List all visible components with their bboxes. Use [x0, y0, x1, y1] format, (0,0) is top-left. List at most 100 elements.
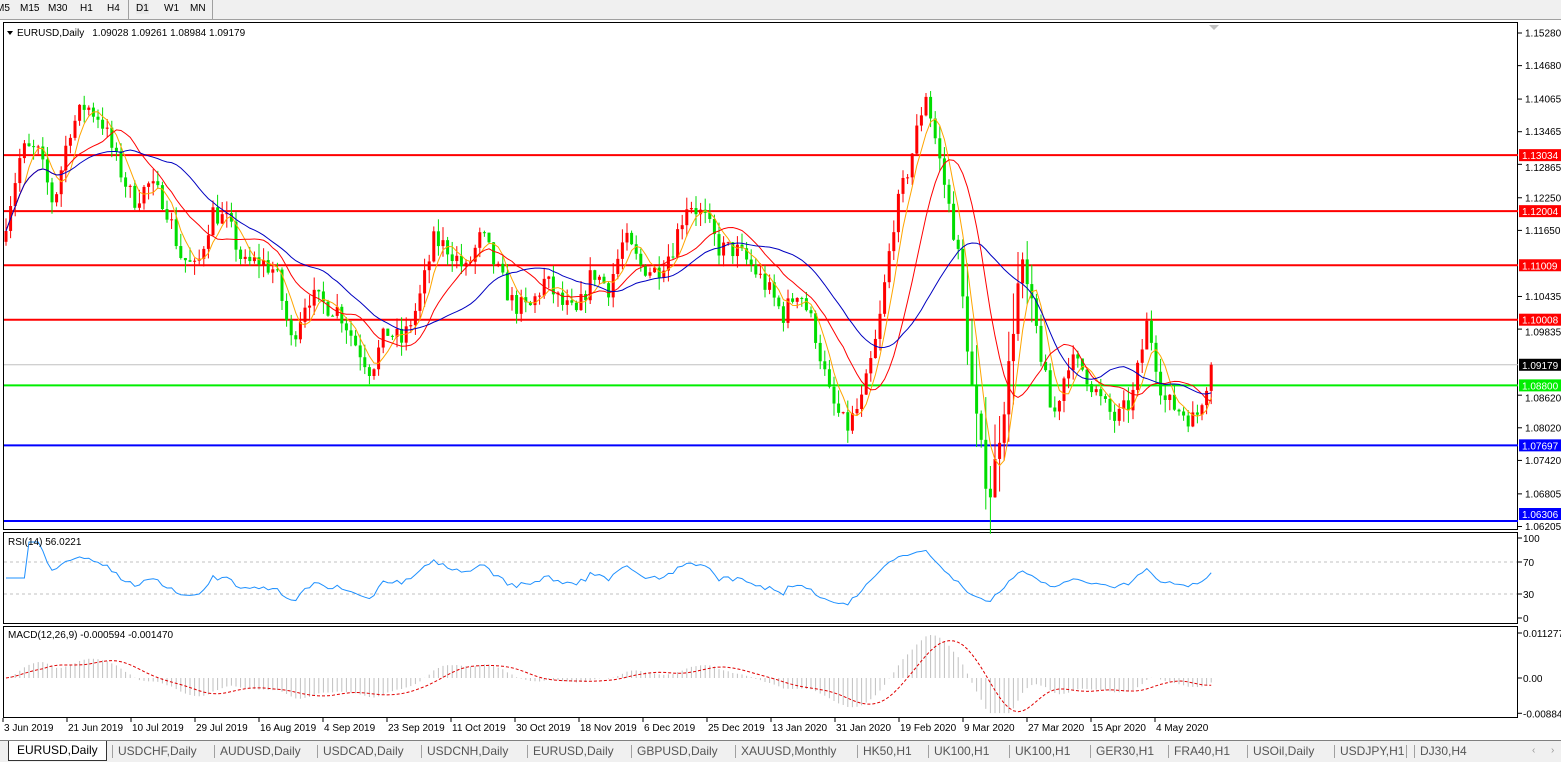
tab-separator — [1090, 745, 1091, 758]
candle-body — [114, 147, 118, 152]
candle — [308, 295, 312, 319]
timeframe-d1[interactable]: D1 — [136, 3, 149, 14]
macd-signal-line — [5, 640, 1212, 713]
timeframe-m30[interactable]: M30 — [48, 3, 68, 14]
scroll-right-icon[interactable]: › — [1551, 745, 1555, 756]
candle-body — [492, 242, 496, 265]
candle — [1145, 312, 1149, 350]
candle — [1200, 403, 1204, 421]
candle — [441, 227, 445, 257]
tab-separator — [1168, 745, 1169, 758]
candle-body — [1039, 325, 1043, 362]
main-panel-frame — [3, 22, 1518, 530]
collapse-triangle-icon[interactable] — [7, 31, 13, 35]
level-price-tag — [1519, 149, 1561, 162]
rsi-label: RSI(14) 56.0221 — [8, 537, 82, 548]
chart-tab[interactable]: USOil,Daily — [1253, 744, 1315, 758]
candle-body — [1053, 407, 1057, 412]
date-axis-label: 4 May 2020 — [1156, 723, 1209, 734]
candle — [979, 410, 983, 448]
chart-tab[interactable]: UK100,H1 — [1015, 744, 1071, 758]
timeframe-h4[interactable]: H4 — [107, 3, 120, 14]
scroll-left-icon[interactable]: ‹ — [1532, 745, 1536, 756]
current-price-tag — [1519, 358, 1561, 371]
chart-header: EURUSD,Daily 1.09028 1.09261 1.08984 1.09… — [17, 28, 246, 39]
timeframe-m15[interactable]: M15 — [20, 3, 40, 14]
candle — [699, 202, 703, 226]
candle — [349, 321, 353, 347]
chart-tab[interactable]: USDCHF,Daily — [118, 744, 197, 758]
candle-body — [855, 408, 859, 414]
candle — [289, 314, 293, 346]
candle — [386, 328, 390, 336]
chart-shift-marker-icon[interactable] — [1209, 25, 1219, 30]
candle-body — [860, 394, 864, 409]
candle-body — [1186, 415, 1190, 427]
candle — [505, 264, 509, 301]
timeframe-mn[interactable]: MN — [190, 3, 206, 14]
candle-body — [321, 291, 325, 302]
price-axis-label: 1.07420 — [1525, 456, 1561, 467]
candle-body — [795, 297, 799, 302]
candle — [832, 376, 836, 416]
candle-body — [13, 183, 17, 207]
price-chart[interactable]: 1.15280 1.14680 1.14065 1.13465 1.12865 1.122… — [0, 0, 1561, 740]
candle-body — [367, 367, 371, 377]
candle — [712, 214, 716, 246]
chart-tab[interactable]: AUDUSD,Daily — [220, 744, 301, 758]
timeframe-w1[interactable]: W1 — [164, 3, 179, 14]
date-axis-label: 10 Jul 2019 — [132, 723, 184, 734]
chart-tab[interactable]: GER30,H1 — [1096, 744, 1155, 758]
chart-tab[interactable]: XAUUSD,Monthly — [741, 744, 837, 758]
candle — [616, 249, 620, 280]
candle-body — [1085, 369, 1089, 385]
candle-body — [846, 412, 850, 431]
chart-tab[interactable]: GBPUSD,Daily — [637, 744, 718, 758]
candle-body — [501, 263, 505, 273]
candle-body — [1034, 298, 1038, 326]
candle-body — [565, 300, 569, 305]
candle — [538, 292, 542, 305]
candle-body — [547, 276, 551, 279]
date-axis-label: 4 Sep 2019 — [324, 723, 376, 734]
candle-body — [1191, 412, 1195, 427]
chart-tab[interactable]: EURUSD,Daily — [533, 744, 614, 758]
candle — [1067, 357, 1071, 389]
candle — [197, 249, 201, 265]
candle-body — [271, 269, 275, 273]
candle — [487, 232, 491, 245]
price-axis-label: 1.12250 — [1525, 193, 1561, 204]
candle-body — [975, 384, 979, 414]
chart-tab[interactable]: USDCAD,Daily — [323, 744, 404, 758]
chart-tab[interactable]: FRA40,H1 — [1174, 744, 1231, 758]
candle — [257, 243, 261, 279]
candle-body — [455, 255, 459, 262]
candle — [170, 212, 174, 229]
candle-body — [110, 127, 114, 148]
candle-body — [1090, 384, 1094, 393]
chart-tab[interactable]: USDCNH,Daily — [427, 744, 509, 758]
chart-tab[interactable]: DJ30,H4 — [1420, 744, 1467, 758]
candle-body — [919, 115, 923, 126]
chart-tab[interactable]: USDJPY,H1 — [1340, 744, 1405, 758]
candle-body — [312, 289, 316, 306]
candle-body — [731, 242, 735, 257]
chart-tab[interactable]: UK100,H1 — [934, 744, 990, 758]
timeframe-h1[interactable]: H1 — [80, 3, 93, 14]
candle — [243, 249, 247, 264]
candle — [1057, 400, 1061, 421]
timeframe-m5[interactable]: M5 — [0, 3, 10, 14]
chart-tab[interactable]: HK50,H1 — [863, 744, 912, 758]
candle — [179, 233, 183, 260]
candle-body — [915, 125, 919, 154]
chart-tab[interactable]: EURUSD,Daily — [8, 741, 107, 761]
candle — [818, 334, 822, 370]
candle — [657, 256, 661, 290]
candle — [758, 263, 762, 279]
rsi-panel-frame — [3, 532, 1518, 624]
candle-body — [993, 458, 997, 498]
candle — [933, 111, 937, 145]
candle-body — [1131, 389, 1135, 411]
candle-body — [662, 270, 666, 278]
candle-body — [119, 151, 123, 178]
